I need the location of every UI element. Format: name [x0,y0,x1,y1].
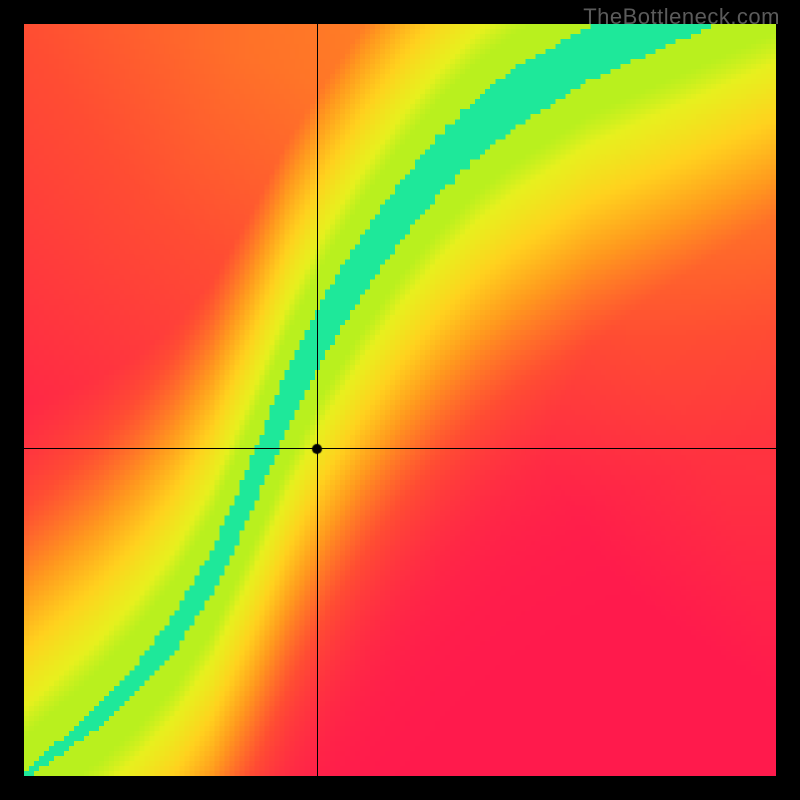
watermark-text: TheBottleneck.com [583,4,780,30]
crosshair-marker [311,443,323,455]
crosshair-horizontal [24,448,776,449]
crosshair-vertical [317,24,318,776]
bottleneck-heatmap [24,24,776,776]
chart-container: TheBottleneck.com [0,0,800,800]
